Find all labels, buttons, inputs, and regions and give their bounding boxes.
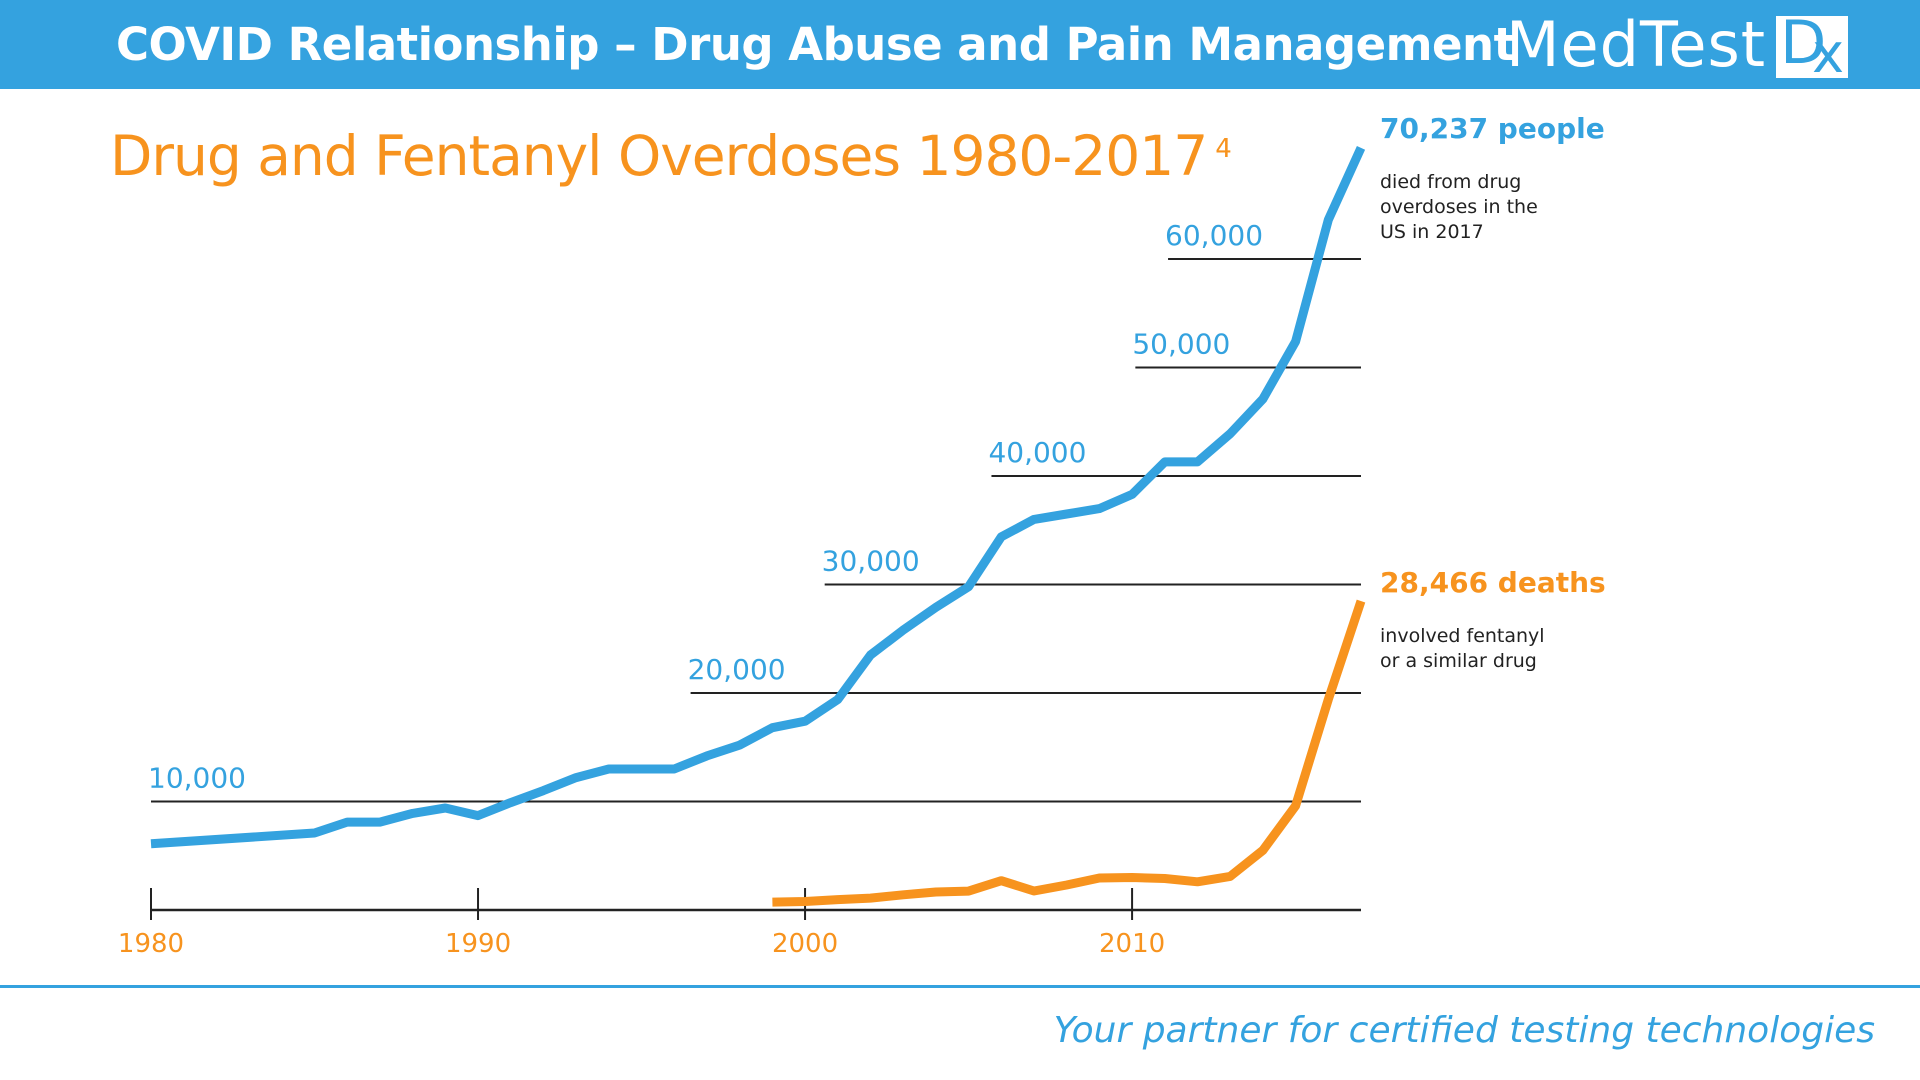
annotation-fentanyl-text: involved fentanyl or a similar drug: [1380, 625, 1545, 672]
header-bar: COVID Relationship – Drug Abuse and Pain…: [0, 0, 1920, 89]
gridline-label-10000: 10,000: [148, 762, 246, 795]
footer-tagline: Your partner for certified testing techn…: [1053, 1010, 1875, 1051]
logo-x: x: [1812, 22, 1845, 85]
page-title: COVID Relationship – Drug Abuse and Pain…: [116, 18, 1515, 71]
annotation-total-text: died from drug overdoses in the US in 20…: [1380, 171, 1538, 243]
logo-text: MedTest: [1506, 8, 1767, 81]
series-line-fentanyl: [772, 599, 1366, 907]
gridline-label-20000: 20,000: [688, 653, 786, 686]
gridline-label-40000: 40,000: [988, 436, 1086, 469]
logo-dx-mark: D x: [1776, 8, 1849, 85]
annotation-total-headline: 70,237 people: [1380, 112, 1605, 145]
gridline-label-30000: 30,000: [822, 545, 920, 578]
gridlines: 10,000 20,000 30,000 40,000 50,000 60,000: [148, 219, 1361, 803]
logo-d: D: [1780, 8, 1827, 78]
gridline-label-60000: 60,000: [1165, 219, 1263, 252]
chart-title: Drug and Fentanyl Overdoses 1980-2017 4: [110, 124, 1232, 188]
annotation-fentanyl-headline: 28,466 deaths: [1380, 566, 1606, 599]
series-lines: [150, 146, 1366, 907]
medtestdx-logo: MedTest D x: [1506, 8, 1849, 85]
footnote-ref: 4: [1215, 134, 1232, 164]
gridline-label-50000: 50,000: [1132, 328, 1230, 361]
chart-title-text: Drug and Fentanyl Overdoses 1980-2017: [110, 124, 1208, 188]
x-tick-label-1990: 1990: [445, 929, 511, 959]
x-axis: 1980 1990 2000 2010: [118, 888, 1361, 959]
x-tick-label-2000: 2000: [772, 929, 838, 959]
footer-divider: [0, 985, 1920, 988]
series-line-all-overdoses: [150, 146, 1366, 849]
x-tick-label-1980: 1980: [118, 929, 184, 959]
x-tick-label-2010: 2010: [1099, 929, 1165, 959]
